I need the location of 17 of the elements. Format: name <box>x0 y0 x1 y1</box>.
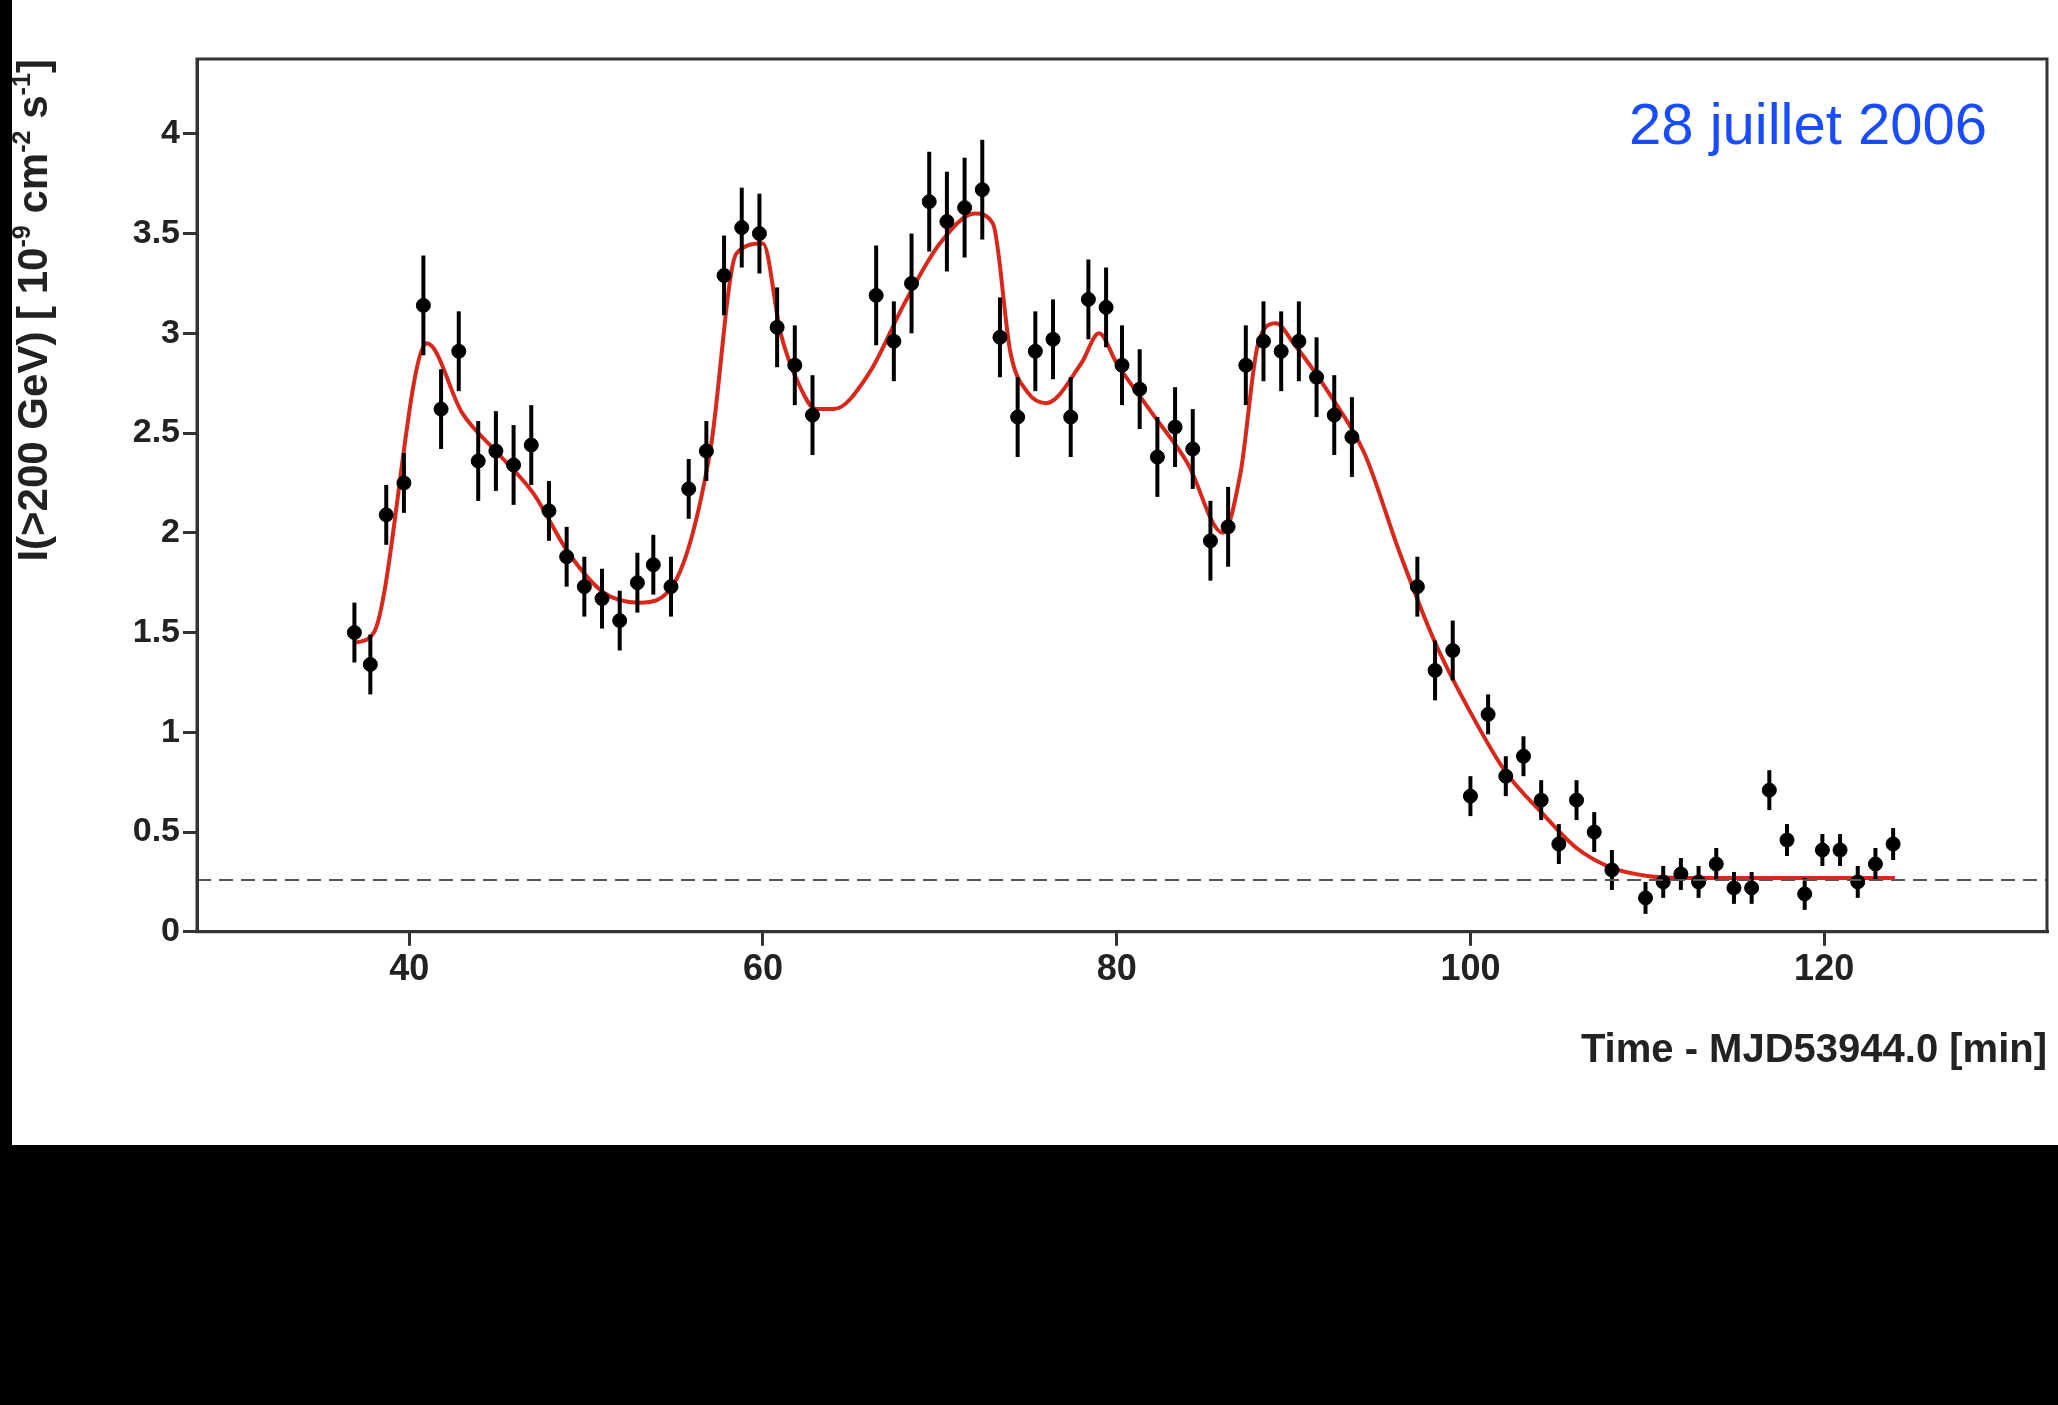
y-axis-title: I(>200 GeV) [ 10-9 cm-2 s-1] <box>7 58 56 562</box>
y-tick-label: 1 <box>161 710 180 749</box>
annotation: 28 juillet 2006 <box>1629 91 1987 156</box>
x-axis-title: Time - MJD53944.0 [min] <box>1580 1025 2047 1070</box>
y-tick-label: 3.5 <box>132 211 180 250</box>
y-tick-label: 2.5 <box>132 411 180 450</box>
y-tick-label: 3 <box>161 311 180 350</box>
x-tick-label: 80 <box>1096 947 1137 989</box>
y-tick-label: 0.5 <box>132 810 180 849</box>
y-tick-label: 1.5 <box>132 610 180 649</box>
y-tick-label: 4 <box>161 112 181 151</box>
x-tick-label: 40 <box>389 947 430 989</box>
y-tick-label: 0 <box>161 910 180 949</box>
y-tick-label: 2 <box>161 511 180 550</box>
x-tick-label: 60 <box>742 947 783 989</box>
x-tick-label: 120 <box>1794 947 1855 989</box>
x-tick-label: 100 <box>1440 947 1501 989</box>
